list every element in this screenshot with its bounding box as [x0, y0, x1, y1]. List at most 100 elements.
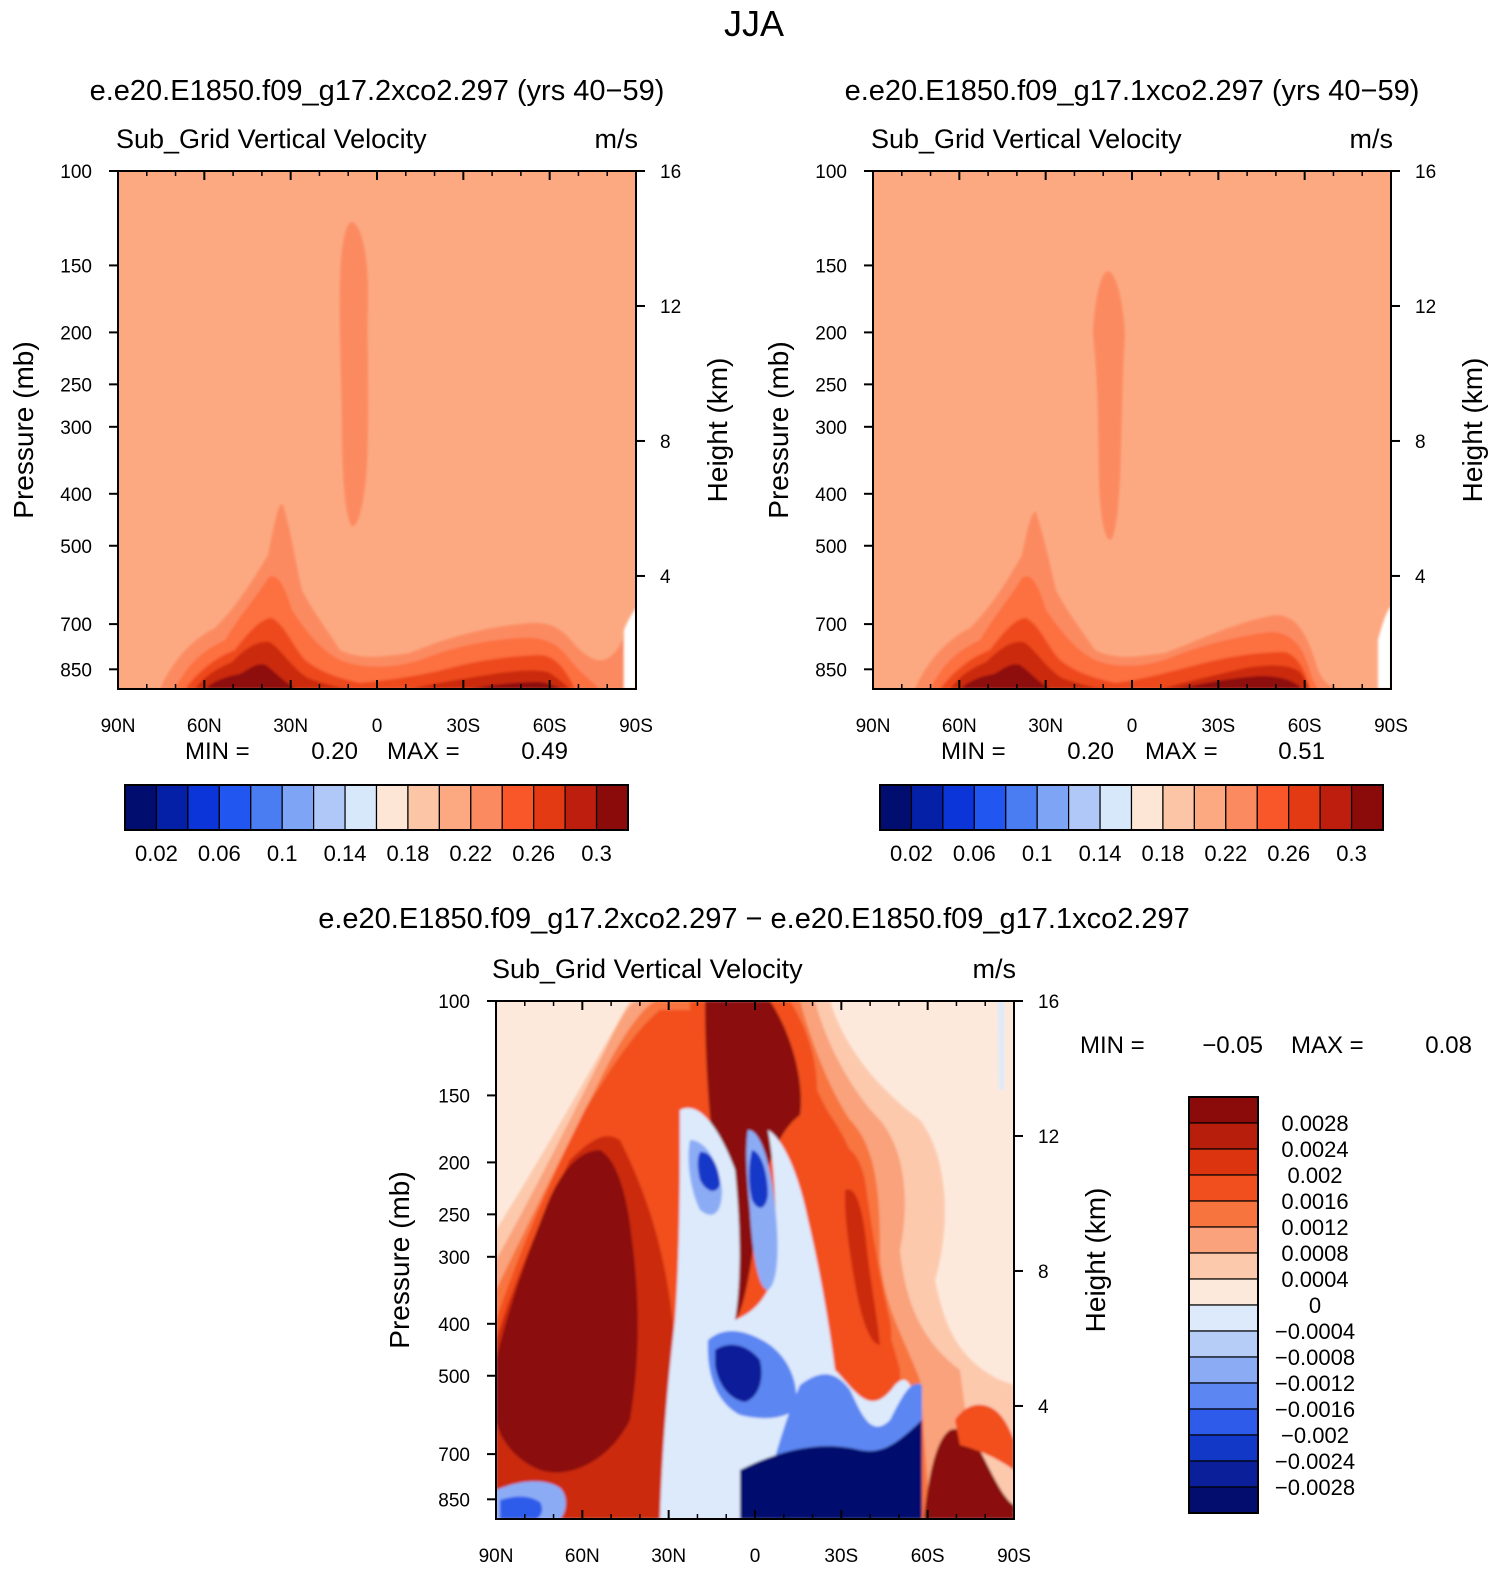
- panel-a-field: [118, 171, 636, 689]
- panel-b-colorbar-box: [879, 784, 913, 831]
- panel-a-colorbar-box: [564, 784, 598, 831]
- panel-b-axes-ptick-label: 500: [815, 537, 847, 558]
- panel-b-max-label: MAX =: [1145, 738, 1218, 765]
- panel-a-colorbar-label: 0.06: [198, 841, 241, 866]
- panel-c-neg-surface-west-core: [500, 1496, 543, 1519]
- panel-b: e.e20.E1850.f09_g17.1xco2.297 (yrs 40−59…: [763, 75, 1488, 866]
- panel-b-axes: 90N 60N 30N 0 30S 60S 90S 100 150 200 250 300 400 500…: [815, 162, 1436, 737]
- panel-a-axes-xtick-label: 60S: [533, 716, 567, 737]
- panel-a-layer-030: [205, 664, 296, 689]
- panel-b-min-value: 0.20: [1067, 738, 1114, 765]
- panel-b-axes-ptick-label: 300: [815, 418, 847, 439]
- panel-b-colorbar-label: 0.14: [1079, 841, 1122, 866]
- panel-c-colorbar-box: [1188, 1356, 1259, 1384]
- panel-c-axes-xtick-label: 0: [750, 1546, 761, 1567]
- panel-c-neg-south-core: [740, 1420, 922, 1519]
- panel-a-colorbar-box: [407, 784, 440, 831]
- panel-b-colorbar-label: 0.02: [890, 841, 933, 866]
- panel-c-colorbar-label: 0.0012: [1281, 1215, 1348, 1240]
- panel-c-axes-xtick-label: 60N: [565, 1546, 600, 1567]
- panel-a-colorbar-box: [124, 784, 158, 831]
- panel-a-axes-ptick-label: 250: [60, 375, 92, 396]
- panel-b-colorbar-box: [1130, 784, 1164, 831]
- panel-a-axes-xtick-label: 30S: [446, 716, 480, 737]
- panel-b-colorbar-label: 0.3: [1336, 841, 1367, 866]
- panel-a-axes-ptick-label: 500: [60, 537, 92, 558]
- panel-a-axes-ptick-label: 400: [60, 485, 92, 506]
- panel-a-colorbar-box: [250, 784, 283, 831]
- panel-c-colorbar-label: 0.002: [1287, 1163, 1342, 1188]
- panel-c-colorbar-box: [1188, 1122, 1259, 1150]
- panel-c-axes-ptick-label: 700: [438, 1445, 470, 1466]
- panel-a-axes-ztick-label: 4: [660, 567, 671, 588]
- panel-b-colorbar-box: [1099, 784, 1133, 831]
- panel-a-var-title: Sub_Grid Vertical Velocity: [116, 124, 427, 154]
- panel-a-colorbar: 0.02 0.06 0.1 0.14 0.18 0.22 0.26 0.3: [124, 784, 629, 866]
- panel-c-colorbar-box: [1188, 1252, 1259, 1280]
- panel-c-colorbar-label: 0.0008: [1281, 1241, 1348, 1266]
- panel-c-neg-mid-core: [715, 1344, 762, 1402]
- panel-a-colorbar-box: [501, 784, 535, 831]
- panel-a-min-label: MIN =: [185, 738, 250, 765]
- panel-c-colorbar-box: [1188, 1408, 1259, 1436]
- panel-c-axes-ptick-label: 500: [438, 1367, 470, 1388]
- panel-c-run-title: e.e20.E1850.f09_g17.2xco2.297 − e.e20.E1…: [318, 903, 1190, 935]
- panel-c-axes-xtick-label: 90N: [479, 1546, 514, 1567]
- panel-a-colorbar-frame: [124, 784, 629, 831]
- panel-b-axes-xtick-label: 90S: [1374, 716, 1408, 737]
- panel-c-neg-0024b: [749, 1150, 768, 1208]
- panel-b-colorbar-frame: [879, 784, 1384, 831]
- panel-c-colorbar-label: 0: [1309, 1293, 1321, 1318]
- panel-b-colorbar-box: [942, 784, 975, 831]
- panel-b-axes-ptick-label: 150: [815, 256, 847, 277]
- panel-a-axes-ptick-label: 100: [60, 162, 92, 183]
- panel-c-colorbar-label: 0.0004: [1281, 1267, 1348, 1292]
- panel-a-colorbar-box: [344, 784, 378, 831]
- panel-b-axes-xtick-label: 60S: [1288, 716, 1322, 737]
- panel-b-var-title: Sub_Grid Vertical Velocity: [871, 124, 1182, 154]
- panel-c-colorbar-box: [1188, 1460, 1259, 1488]
- panel-a-colorbar-box: [218, 784, 252, 831]
- panel-a-colorbar-box: [187, 784, 220, 831]
- panel-a-axes-ptick-label: 850: [60, 660, 92, 681]
- panel-b-axes-xtick-label: 30N: [1028, 716, 1063, 737]
- panel-c-axes-ptick-label: 250: [438, 1205, 470, 1226]
- panel-b-units: m/s: [1350, 124, 1394, 154]
- panel-b-colorbar-box: [1225, 784, 1258, 831]
- panel-c-colorbar-box: [1188, 1148, 1259, 1176]
- panel-b-axes-ptick-label: 100: [815, 162, 847, 183]
- panel-a-colorbar-box: [438, 784, 472, 831]
- panel-a-min-value: 0.20: [311, 738, 358, 765]
- panel-c-colorbar-box: [1188, 1200, 1259, 1228]
- panel-a-plume-tropics: [339, 222, 369, 527]
- panel-c-axes-ztick-label: 4: [1038, 1397, 1049, 1418]
- panel-c-ylabel: Pressure (mb): [384, 1171, 415, 1348]
- panel-b-colorbar-box: [1256, 784, 1290, 831]
- panel-c-units: m/s: [973, 954, 1017, 984]
- panel-b-axes-ptick-label: 400: [815, 485, 847, 506]
- panel-b-axes-ztick-label: 8: [1415, 432, 1426, 453]
- panel-a-edge-white: [624, 608, 636, 689]
- panel-a-axes-ptick-label: 150: [60, 256, 92, 277]
- panel-b-edge-white: [1378, 606, 1391, 689]
- panel-a-colorbar-label: 0.18: [387, 841, 430, 866]
- panel-a-y2label: Height (km): [702, 358, 733, 503]
- panel-c-axes-xtick-label: 90S: [997, 1546, 1031, 1567]
- panel-b-field: [873, 171, 1391, 689]
- panel-b-axes-ztick-label: 4: [1415, 567, 1426, 588]
- panel-b-plume-tropics: [1093, 271, 1125, 540]
- panel-c-colorbar-box: [1188, 1382, 1259, 1410]
- figure-title: JJA: [724, 3, 784, 44]
- panel-a-axes-ptick-label: 300: [60, 418, 92, 439]
- panel-b-ylabel: Pressure (mb): [763, 341, 794, 518]
- panel-a-colorbar-box: [155, 784, 189, 831]
- panel-c-axes-ptick-label: 100: [438, 992, 470, 1013]
- panel-b-colorbar-box: [1005, 784, 1038, 831]
- panel-b-colorbar-label: 0.18: [1142, 841, 1185, 866]
- panel-a-colorbar-label: 0.14: [324, 841, 367, 866]
- panel-c-axes-ptick-label: 400: [438, 1315, 470, 1336]
- panel-c-colorbar-frame: [1188, 1096, 1259, 1514]
- panel-c-axes-ptick-label: 850: [438, 1490, 470, 1511]
- panel-c-polar-noise: [955, 1404, 1014, 1470]
- panel-c-var-title: Sub_Grid Vertical Velocity: [492, 954, 803, 984]
